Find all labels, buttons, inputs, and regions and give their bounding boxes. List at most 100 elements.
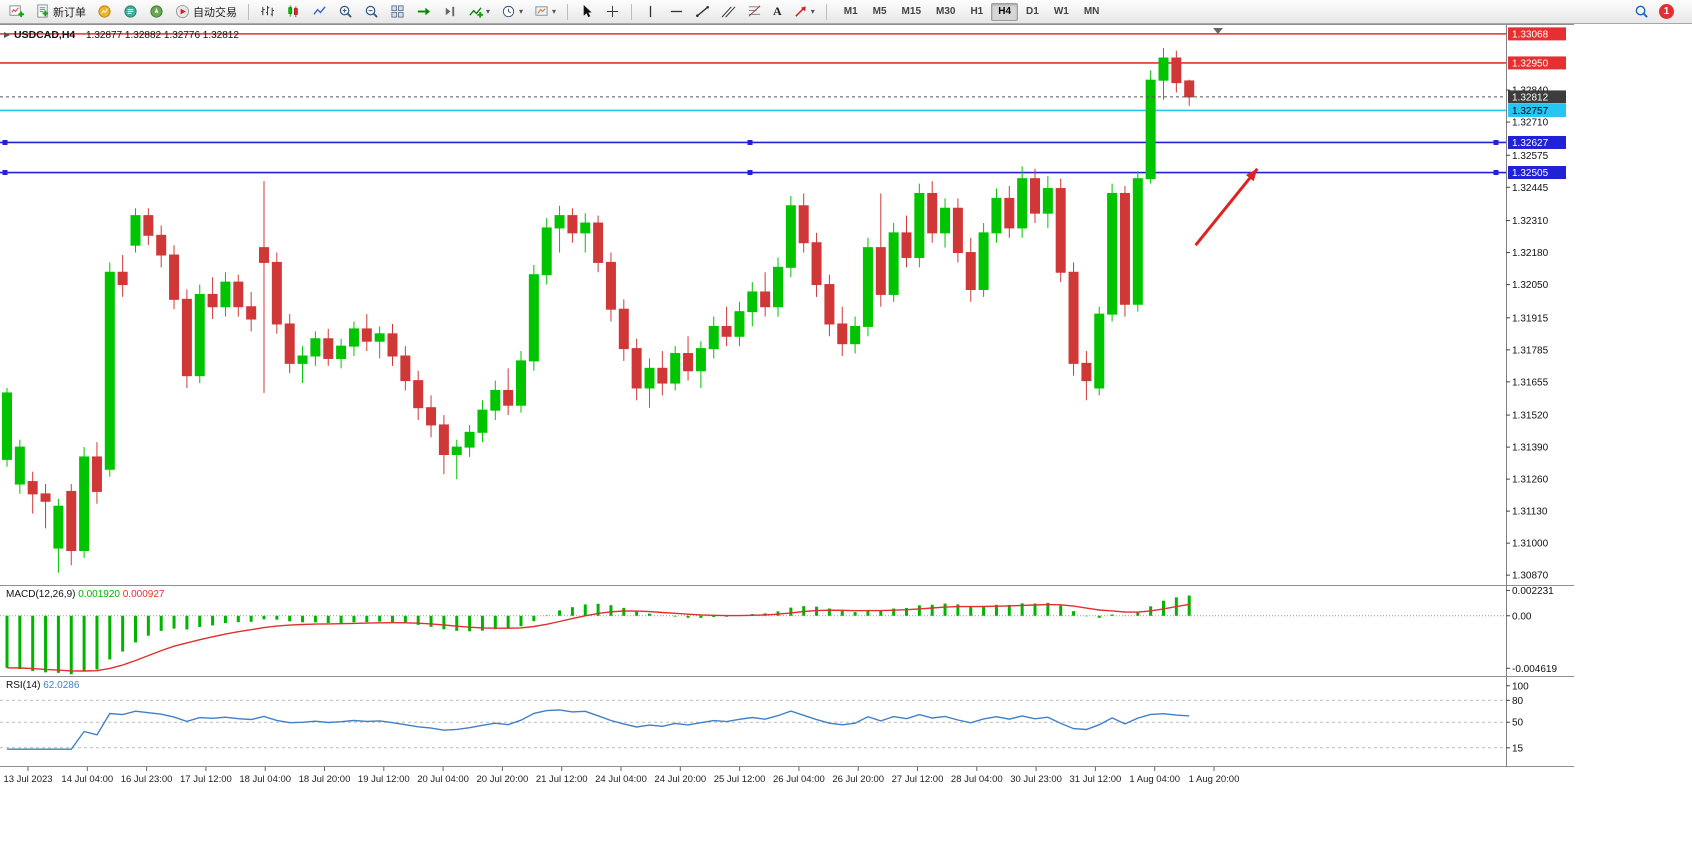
tile-windows-button[interactable]: [385, 2, 410, 22]
time-axis-label: 26 Jul 04:00: [773, 774, 825, 785]
timeframe-button-MN[interactable]: MN: [1077, 3, 1107, 21]
time-axis-label: 1 Aug 04:00: [1129, 774, 1180, 785]
toolbar-separator: [567, 3, 569, 20]
timeframe-button-M1[interactable]: M1: [837, 3, 865, 21]
text-button[interactable]: A: [768, 2, 787, 22]
time-axis-label: 19 Jul 12:00: [358, 774, 410, 785]
candle-bullish: [490, 389, 501, 411]
templates-button[interactable]: ▾: [529, 2, 561, 22]
ohlc-values: 1.32877 1.32882 1.32776 1.32812: [86, 30, 239, 41]
price-tick-label: 1.32310: [1512, 216, 1549, 227]
vertical-line-button[interactable]: [638, 2, 663, 22]
new-chart-icon: [9, 5, 24, 18]
price-badge-1.32505: [1508, 166, 1566, 180]
fibonacci-button[interactable]: [742, 2, 767, 22]
data-window-button[interactable]: [118, 2, 143, 22]
candle-bearish: [567, 215, 578, 234]
toolbar: 新订单 自动交易: [0, 0, 1692, 24]
time-axis-label: 24 Jul 04:00: [595, 774, 647, 785]
candle-bullish: [14, 446, 25, 485]
cursor-button[interactable]: [574, 2, 599, 22]
hline-1.32757[interactable]: 1.32757: [0, 103, 1566, 117]
new-order-button[interactable]: 新订单: [30, 2, 91, 22]
hline-handle: [747, 170, 753, 176]
chart-shift-marker[interactable]: [1213, 28, 1223, 34]
hline-1.32627[interactable]: 1.32627: [0, 135, 1566, 149]
hline-1.32950[interactable]: 1.32950: [0, 56, 1566, 70]
navigator-button[interactable]: [144, 2, 169, 22]
candle-bullish: [644, 367, 655, 389]
candle-bullish: [451, 446, 462, 455]
time-axis-label: 20 Jul 20:00: [477, 774, 529, 785]
candle-bearish: [66, 490, 77, 552]
chart-shift-button[interactable]: [437, 2, 462, 22]
chart-bars-button[interactable]: [255, 2, 280, 22]
hline-1.33068[interactable]: 1.33068: [0, 27, 1566, 41]
zoom-out-button[interactable]: [359, 2, 384, 22]
periods-button[interactable]: ▾: [496, 2, 528, 22]
rsi-tick-label: 50: [1512, 718, 1524, 729]
timeframe-button-H4[interactable]: H4: [991, 2, 1019, 21]
hline-handle: [2, 170, 8, 176]
candle-bullish: [734, 311, 745, 337]
candle-bearish: [1055, 188, 1066, 273]
trend-arrow[interactable]: [1194, 167, 1259, 247]
time-axis-label: 1 Aug 20:00: [1189, 774, 1240, 785]
candle-bullish: [773, 266, 783, 308]
candle-bearish: [1171, 57, 1182, 84]
timeframe-button-W1[interactable]: W1: [1047, 3, 1076, 21]
timeframe-button-M30[interactable]: M30: [929, 3, 962, 21]
candle-bullish: [348, 328, 359, 347]
hline-1.32505[interactable]: 1.32505: [0, 166, 1566, 180]
candle-bearish: [837, 323, 848, 345]
zoom-in-button[interactable]: [333, 2, 358, 22]
time-axis-label: 18 Jul 04:00: [239, 774, 291, 785]
candle-bullish: [1158, 57, 1169, 81]
hline-handle: [1493, 170, 1499, 176]
market-watch-button[interactable]: [92, 2, 117, 22]
arrows-button[interactable]: ▾: [788, 2, 820, 22]
current-price-badge: [1508, 90, 1566, 104]
chart-candles-button[interactable]: [281, 2, 306, 22]
candle-bearish: [271, 261, 282, 325]
crosshair-button[interactable]: [600, 2, 625, 22]
timeframe-button-M15[interactable]: M15: [895, 3, 928, 21]
hline-handle: [2, 139, 8, 145]
time-axis-label: 26 Jul 20:00: [832, 774, 884, 785]
candle-bearish: [952, 207, 963, 254]
auto-scroll-button[interactable]: [411, 2, 436, 22]
candle-bearish: [760, 291, 771, 308]
symbol-label: USDCAD,H4 1.32877 1.32882 1.32776 1.32812: [4, 29, 239, 41]
new-chart-button[interactable]: [4, 2, 29, 22]
candle-bearish: [683, 353, 694, 372]
indicators-button[interactable]: ▾: [463, 2, 495, 22]
toolbar-separator: [825, 3, 827, 20]
candle-bullish: [130, 215, 141, 246]
candle-bullish: [1107, 192, 1118, 315]
timeframe-button-D1[interactable]: D1: [1019, 3, 1046, 21]
time-axis-label: 13 Jul 2023: [3, 774, 52, 785]
candle-bullish: [336, 345, 347, 359]
timeframe-button-M5[interactable]: M5: [866, 3, 894, 21]
candle-bullish: [477, 409, 488, 433]
time-axis-label: 14 Jul 04:00: [61, 774, 113, 785]
search-button[interactable]: [1629, 2, 1654, 22]
candle-bullish: [104, 271, 115, 470]
indicators-caret-icon: ▾: [486, 7, 491, 16]
candle-bullish: [541, 227, 552, 276]
chart-line-button[interactable]: [307, 2, 332, 22]
channel-icon: [721, 6, 736, 18]
price-tick-label: 1.31130: [1512, 507, 1548, 518]
autotrading-button[interactable]: 自动交易: [170, 2, 242, 22]
candle-bullish: [914, 192, 925, 258]
notification-badge[interactable]: 1: [1659, 4, 1674, 19]
rsi-label: RSI(14) 62.0286: [6, 680, 80, 691]
timeframe-button-H1[interactable]: H1: [963, 3, 990, 21]
horizontal-line-button[interactable]: [664, 2, 689, 22]
symbol-marker-icon: [4, 32, 10, 38]
price-tick-label: 1.31390: [1512, 443, 1549, 454]
candle-bearish: [1119, 192, 1130, 305]
trendline-button[interactable]: [690, 2, 715, 22]
price-badge-label: 1.32757: [1512, 106, 1549, 117]
channel-button[interactable]: [716, 2, 741, 22]
